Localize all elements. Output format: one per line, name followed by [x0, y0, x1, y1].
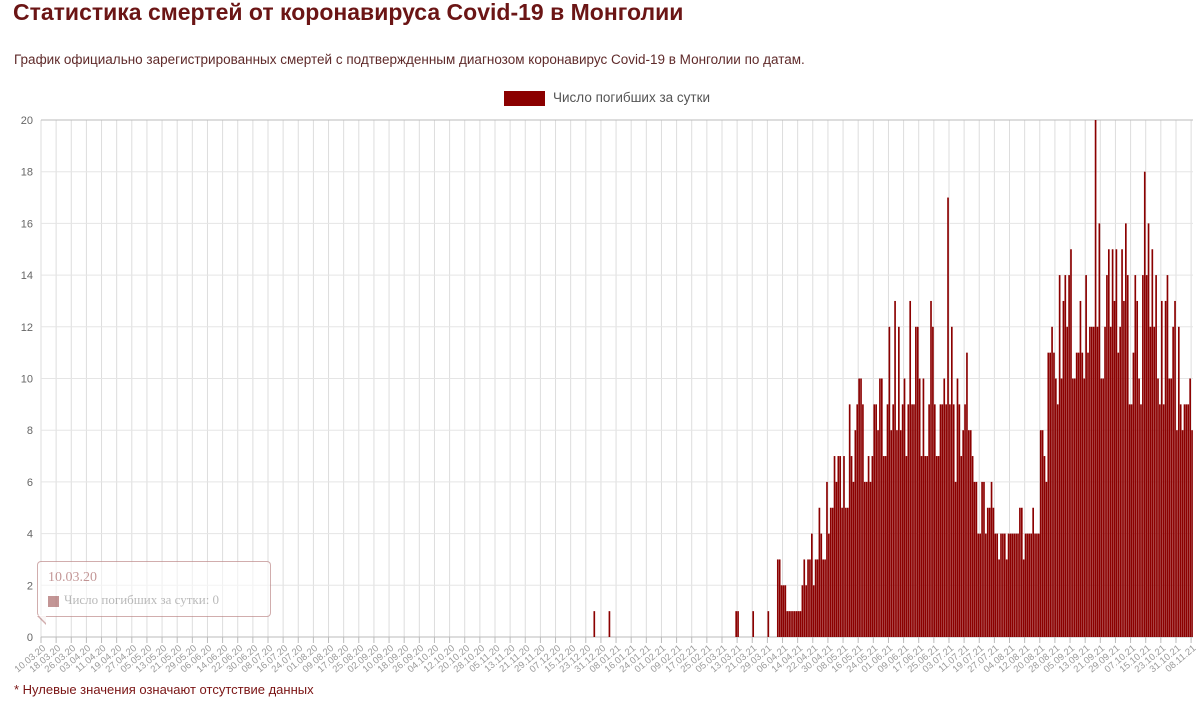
svg-text:0: 0: [27, 632, 33, 644]
svg-text:10: 10: [21, 374, 33, 386]
svg-text:4: 4: [27, 529, 33, 541]
svg-text:16: 16: [21, 218, 33, 230]
svg-text:20: 20: [21, 115, 33, 127]
svg-text:6: 6: [27, 477, 33, 489]
svg-text:18: 18: [21, 167, 33, 179]
svg-text:14: 14: [21, 270, 33, 282]
svg-text:8: 8: [27, 425, 33, 437]
svg-text:12: 12: [21, 322, 33, 334]
svg-text:2: 2: [27, 580, 33, 592]
